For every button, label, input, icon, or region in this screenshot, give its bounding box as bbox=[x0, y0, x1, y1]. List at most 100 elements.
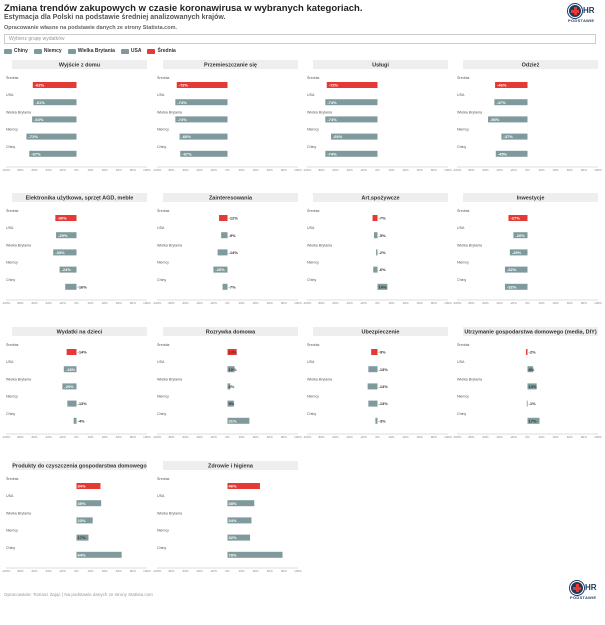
legend: Chiny Niemcy Wielka Brytania USA Średnia bbox=[4, 48, 176, 54]
category-label: Wielka Brytania bbox=[307, 110, 332, 114]
tick-label: 80% bbox=[581, 301, 587, 305]
panel-header-bg bbox=[463, 327, 598, 336]
tick-label: -60% bbox=[31, 168, 38, 172]
category-label: USA bbox=[6, 360, 14, 364]
legend-swatch bbox=[33, 48, 42, 54]
bar bbox=[330, 133, 378, 140]
tick-label: -40% bbox=[45, 435, 52, 439]
legend-item[interactable]: Średnia bbox=[147, 48, 176, 54]
chart-panel: Art.spożywcze Średnia -7% USA -5% Wielka Bryt… bbox=[303, 193, 452, 305]
tick-label: 100% bbox=[294, 435, 302, 439]
tick-label: -100% bbox=[2, 168, 11, 172]
bar-label: 34% bbox=[78, 484, 86, 489]
tick-label: 20% bbox=[239, 435, 245, 439]
tick-label: -80% bbox=[468, 435, 475, 439]
tick-label: 40% bbox=[403, 168, 409, 172]
bar bbox=[526, 400, 528, 407]
chart-panel: Utrzymanie gospodarstwa domowego (media,… bbox=[453, 327, 602, 439]
tick-label: 100% bbox=[143, 301, 151, 305]
category-filter-input[interactable]: Wybierz grupę wydatków bbox=[4, 34, 596, 44]
bar-label: -12% bbox=[229, 216, 239, 221]
bar-label: 32% bbox=[229, 535, 237, 540]
bar-label: -13% bbox=[379, 401, 389, 406]
tick-label: 80% bbox=[281, 168, 287, 172]
tick-label: -80% bbox=[318, 435, 325, 439]
category-label: USA bbox=[307, 360, 315, 364]
logo-text: HR bbox=[585, 583, 597, 592]
bar bbox=[501, 133, 528, 140]
tick-label: -60% bbox=[482, 301, 489, 305]
tick-label: -20% bbox=[210, 301, 217, 305]
tick-label: 60% bbox=[267, 569, 273, 573]
category-label: USA bbox=[457, 226, 465, 230]
bar-label: -9% bbox=[379, 350, 387, 355]
legend-item[interactable]: Chiny bbox=[4, 48, 28, 54]
tick-label: 60% bbox=[116, 301, 122, 305]
tick-label: 80% bbox=[130, 168, 136, 172]
bar bbox=[59, 266, 77, 273]
chart-panel: Produkty do czyszczenia gospodarstwa dom… bbox=[2, 461, 151, 573]
tick-label: -80% bbox=[168, 168, 175, 172]
bar-label: -3% bbox=[379, 418, 387, 423]
bar bbox=[508, 215, 528, 221]
panel-header-bg bbox=[313, 193, 448, 202]
chart-panel: Wyjście z domu Średnia -62% USA -61% Wielka B… bbox=[2, 60, 151, 172]
bar bbox=[227, 483, 260, 489]
tick-label: -40% bbox=[45, 569, 52, 573]
tick-label: 40% bbox=[403, 301, 409, 305]
tick-label: 0% bbox=[74, 435, 79, 439]
tick-label: 0% bbox=[225, 435, 230, 439]
panel-title: Elektronika użytkowa, sprzęt AGD, meble bbox=[26, 196, 134, 202]
bar-label: -66% bbox=[333, 134, 343, 139]
bar-label: -72% bbox=[329, 83, 339, 88]
tick-label: -80% bbox=[318, 301, 325, 305]
bar bbox=[371, 349, 378, 355]
chart-panel: Usługi Średnia -72% USA -74% Wielka Brytania -… bbox=[303, 60, 452, 172]
tick-label: -80% bbox=[168, 435, 175, 439]
tick-label: 80% bbox=[281, 569, 287, 573]
chart-panel: Inwestycje Średnia -27% USA -20% Wielka Bryta… bbox=[453, 193, 602, 305]
tick-label: -60% bbox=[482, 168, 489, 172]
bar bbox=[368, 400, 378, 407]
bar-label: -37% bbox=[503, 134, 513, 139]
tick-label: 100% bbox=[143, 569, 151, 573]
bar bbox=[376, 249, 378, 256]
chart-panel: Odzież Średnia -46% USA -47% Wielka Brytania -… bbox=[453, 60, 602, 172]
tick-label: -20% bbox=[59, 168, 66, 172]
bar bbox=[217, 249, 228, 256]
panel-header-bg bbox=[313, 60, 448, 69]
bar bbox=[76, 500, 102, 507]
tick-label: -80% bbox=[318, 168, 325, 172]
tick-label: 40% bbox=[253, 168, 259, 172]
bar-label: -9% bbox=[229, 233, 237, 238]
bar-label: -24% bbox=[62, 267, 72, 272]
tick-label: 100% bbox=[143, 435, 151, 439]
bar bbox=[367, 383, 378, 390]
legend-item[interactable]: Niemcy bbox=[33, 48, 62, 54]
tick-label: 0% bbox=[525, 301, 530, 305]
category-label: Niemcy bbox=[157, 395, 169, 399]
category-label: Wielka Brytania bbox=[457, 243, 482, 247]
logo-bottom: HR PODSTAWIE bbox=[570, 581, 600, 601]
tick-label: 100% bbox=[594, 301, 602, 305]
tick-label: 20% bbox=[88, 301, 94, 305]
bar bbox=[56, 232, 77, 239]
bar-label: -25% bbox=[512, 250, 522, 255]
bar-label: -71% bbox=[28, 134, 38, 139]
tick-label: 100% bbox=[143, 168, 151, 172]
tick-label: -20% bbox=[59, 569, 66, 573]
legend-item[interactable]: Wielka Brytania bbox=[67, 48, 115, 54]
bar-label: -7% bbox=[379, 216, 387, 221]
tick-label: -100% bbox=[303, 435, 312, 439]
legend-item[interactable]: USA bbox=[120, 48, 141, 54]
bar bbox=[227, 500, 255, 507]
tick-label: -100% bbox=[453, 435, 462, 439]
bar-label: -20% bbox=[515, 233, 525, 238]
bar-label: -74% bbox=[327, 117, 337, 122]
tick-label: 80% bbox=[281, 435, 287, 439]
category-label: Średnia bbox=[307, 342, 319, 347]
category-label: Niemcy bbox=[6, 128, 18, 132]
tick-label: -100% bbox=[453, 301, 462, 305]
bar bbox=[219, 215, 228, 221]
category-label: Wielka Brytania bbox=[457, 110, 482, 114]
